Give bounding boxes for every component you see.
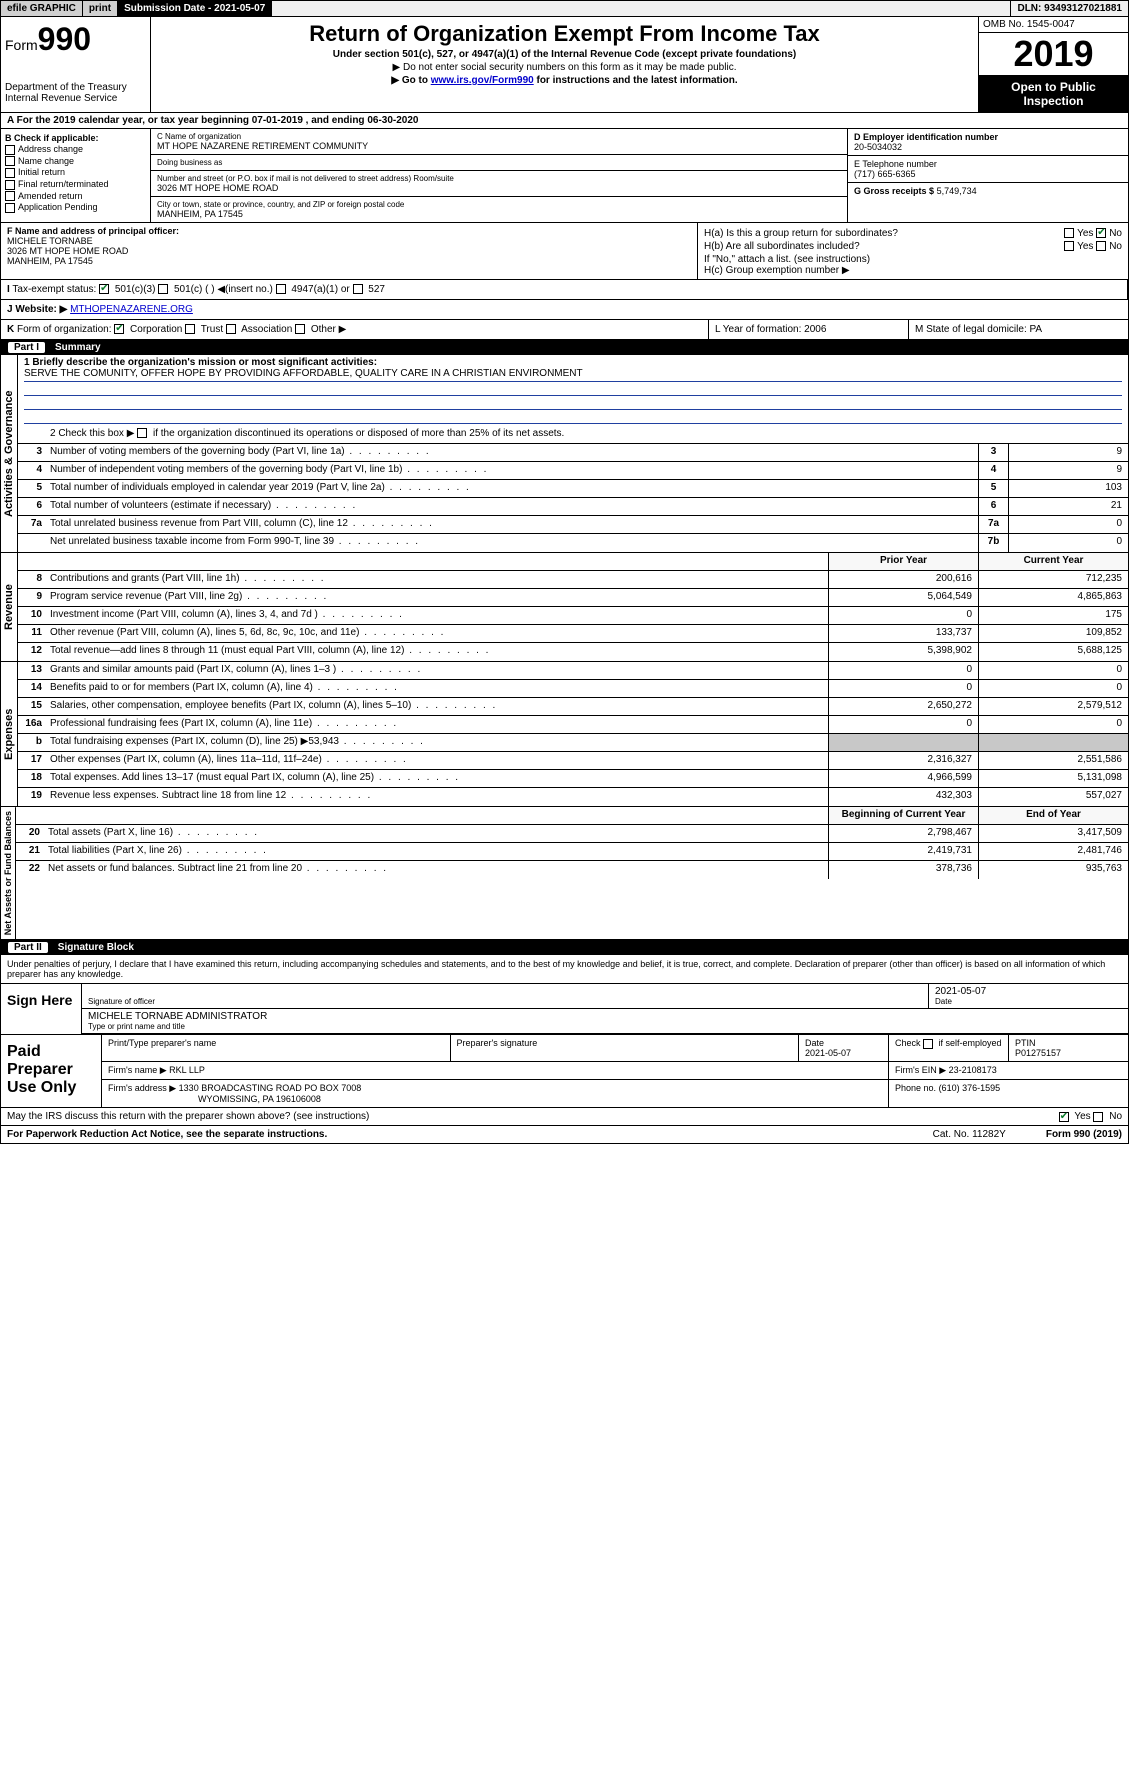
summary-row: 11Other revenue (Part VIII, column (A), … (18, 625, 1128, 643)
discuss-row: May the IRS discuss this return with the… (1, 1107, 1128, 1125)
form-title: Return of Organization Exempt From Incom… (155, 21, 974, 47)
org-street: 3026 MT HOPE HOME ROAD (157, 183, 841, 193)
summary-row: 19Revenue less expenses. Subtract line 1… (18, 788, 1128, 806)
perjury-text: Under penalties of perjury, I declare th… (1, 955, 1128, 983)
summary-row: 20Total assets (Part X, line 16)2,798,46… (16, 825, 1128, 843)
summary-row: 3Number of voting members of the governi… (18, 444, 1128, 462)
box-k: K Form of organization: Corporation Trus… (1, 320, 708, 339)
open-inspection: Open to Public Inspection (979, 76, 1128, 112)
box-e: E Telephone number (717) 665-6365 (848, 156, 1128, 183)
summary-row: 16aProfessional fundraising fees (Part I… (18, 716, 1128, 734)
summary-row: 5Total number of individuals employed in… (18, 480, 1128, 498)
website-link[interactable]: MTHOPENAZARENE.ORG (70, 304, 193, 315)
tax-period: A For the 2019 calendar year, or tax yea… (0, 113, 1129, 129)
part-ii-header: Part IISignature Block (0, 940, 1129, 955)
signature-block: Under penalties of perjury, I declare th… (0, 955, 1129, 1144)
submission-date: Submission Date - 2021-05-07 (118, 1, 272, 16)
subtitle-2: ▶ Do not enter social security numbers o… (155, 62, 974, 73)
subtitle-1: Under section 501(c), 527, or 4947(a)(1)… (155, 49, 974, 60)
box-j: J Website: ▶ MTHOPENAZARENE.ORG (1, 300, 1128, 319)
line-2: 2 Check this box ▶ if the organization d… (46, 426, 1128, 443)
box-c: C Name of organization MT HOPE NAZARENE … (151, 129, 848, 222)
summary-row: 12Total revenue—add lines 8 through 11 (… (18, 643, 1128, 661)
form-header: Form990 Department of the Treasury Inter… (0, 17, 1129, 113)
side-revenue: Revenue (1, 553, 18, 661)
box-h: H(a) Is this a group return for subordin… (698, 223, 1128, 279)
paid-preparer-label: Paid Preparer Use Only (1, 1035, 101, 1107)
summary-row: 9Program service revenue (Part VIII, lin… (18, 589, 1128, 607)
website-row: J Website: ▶ MTHOPENAZARENE.ORG (0, 300, 1129, 320)
box-f: F Name and address of principal officer:… (1, 223, 698, 279)
box-i: I Tax-exempt status: 501(c)(3) 501(c) ( … (1, 280, 1128, 299)
summary-row: Net unrelated business taxable income fr… (18, 534, 1128, 552)
summary-row: 10Investment income (Part VIII, column (… (18, 607, 1128, 625)
footer: For Paperwork Reduction Act Notice, see … (1, 1125, 1128, 1143)
summary-row: 14Benefits paid to or for members (Part … (18, 680, 1128, 698)
org-name: MT HOPE NAZARENE RETIREMENT COMMUNITY (157, 141, 841, 151)
firm-name: RKL LLP (169, 1065, 205, 1075)
officer-group-block: F Name and address of principal officer:… (0, 223, 1129, 280)
side-netassets: Net Assets or Fund Balances (1, 807, 16, 939)
box-d: D Employer identification number 20-5034… (848, 129, 1128, 156)
mission-label: 1 Briefly describe the organization's mi… (24, 357, 1122, 368)
box-m: M State of legal domicile: PA (908, 320, 1128, 339)
mission-text: SERVE THE COMUNITY, OFFER HOPE BY PROVID… (24, 368, 1122, 382)
org-city: MANHEIM, PA 17545 (157, 209, 841, 219)
part-i-header: Part ISummary (0, 340, 1129, 355)
summary-row: 6Total number of volunteers (estimate if… (18, 498, 1128, 516)
box-g: G Gross receipts $ 5,749,734 (848, 183, 1128, 199)
summary-row: 21Total liabilities (Part X, line 26)2,4… (16, 843, 1128, 861)
form-number: Form990 (5, 21, 146, 58)
dln: DLN: 93493127021881 (1010, 1, 1128, 16)
irs-link[interactable]: www.irs.gov/Form990 (431, 75, 534, 86)
summary-row: 13Grants and similar amounts paid (Part … (18, 662, 1128, 680)
side-expenses: Expenses (1, 662, 18, 806)
subtitle-3: ▶ Go to www.irs.gov/Form990 for instruct… (155, 75, 974, 86)
department: Department of the Treasury Internal Reve… (5, 82, 146, 104)
sign-here-label: Sign Here (1, 984, 81, 1034)
tax-year: 2019 (979, 33, 1128, 76)
summary-row: 4Number of independent voting members of… (18, 462, 1128, 480)
summary-row: 18Total expenses. Add lines 13–17 (must … (18, 770, 1128, 788)
box-b: B Check if applicable: Address change Na… (1, 129, 151, 222)
efile-button[interactable]: efile GRAPHIC (1, 1, 83, 16)
print-button[interactable]: print (83, 1, 118, 16)
summary-row: 7aTotal unrelated business revenue from … (18, 516, 1128, 534)
summary-table: Activities & Governance 1 Briefly descri… (0, 355, 1129, 940)
summary-row: 8Contributions and grants (Part VIII, li… (18, 571, 1128, 589)
tax-status-row: I Tax-exempt status: 501(c)(3) 501(c) ( … (0, 280, 1129, 300)
summary-row: 15Salaries, other compensation, employee… (18, 698, 1128, 716)
box-l: L Year of formation: 2006 (708, 320, 908, 339)
omb-number: OMB No. 1545-0047 (979, 17, 1128, 33)
top-toolbar: efile GRAPHIC print Submission Date - 20… (0, 0, 1129, 17)
summary-row: 17Other expenses (Part IX, column (A), l… (18, 752, 1128, 770)
org-form-row: K Form of organization: Corporation Trus… (0, 320, 1129, 340)
officer-name: MICHELE TORNABE ADMINISTRATOR (88, 1011, 1122, 1022)
summary-row: bTotal fundraising expenses (Part IX, co… (18, 734, 1128, 752)
side-governance: Activities & Governance (1, 355, 18, 552)
summary-row: 22Net assets or fund balances. Subtract … (16, 861, 1128, 879)
identity-block: B Check if applicable: Address change Na… (0, 129, 1129, 223)
